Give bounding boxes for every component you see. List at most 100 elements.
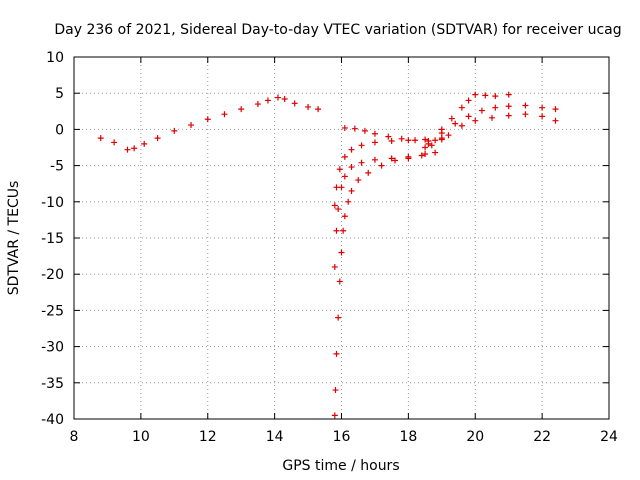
data-point-dip-curve-a bbox=[341, 213, 348, 220]
data-point-morning-arc bbox=[281, 95, 288, 102]
x-tick-label: 12 bbox=[199, 429, 217, 445]
chart-title: Day 236 of 2021, Sidereal Day-to-day VTE… bbox=[54, 22, 621, 38]
y-tick-label: 0 bbox=[55, 122, 64, 138]
data-point-morning-arc bbox=[154, 135, 161, 142]
data-point-dip-curve-b bbox=[371, 156, 378, 163]
data-point-evening-middle bbox=[438, 130, 445, 137]
data-point-afternoon-flat bbox=[385, 133, 392, 140]
data-point-dip-curve-b bbox=[422, 151, 429, 158]
data-point-dip-curve-b bbox=[333, 227, 340, 234]
data-point-dip-curve-c bbox=[341, 153, 348, 160]
data-point-evening-lower bbox=[522, 111, 529, 118]
data-point-dip-curve-b bbox=[341, 173, 348, 180]
y-tick-label: 5 bbox=[55, 86, 64, 102]
data-point-evening-lower bbox=[445, 132, 452, 139]
data-point-dip-curve-a bbox=[332, 387, 339, 394]
data-point-dip-curve-a bbox=[338, 249, 345, 256]
data-point-dip-curve-b bbox=[388, 155, 395, 162]
data-point-evening-upper bbox=[482, 92, 489, 99]
data-point-dip-curve-c bbox=[388, 137, 395, 144]
data-point-dip-curve-a bbox=[340, 227, 347, 234]
data-point-evening-lower bbox=[539, 113, 546, 120]
data-point-evening-lower bbox=[552, 117, 559, 124]
data-point-evening-upper bbox=[465, 97, 472, 104]
data-point-dip-curve-a bbox=[355, 177, 362, 184]
data-point-evening-upper bbox=[422, 144, 429, 151]
x-tick-label: 10 bbox=[132, 429, 150, 445]
data-point-dip-curve-a bbox=[432, 149, 439, 156]
grid-lines bbox=[74, 57, 609, 419]
data-point-afternoon-flat bbox=[398, 135, 405, 142]
data-point-evening-middle bbox=[478, 107, 485, 114]
data-point-evening-middle bbox=[522, 102, 529, 109]
data-point-evening-middle bbox=[552, 106, 559, 113]
data-point-morning-arc bbox=[291, 100, 298, 107]
data-point-dip-curve-c bbox=[336, 166, 343, 173]
data-point-dip-curve-a bbox=[418, 152, 425, 159]
data-point-morning-arc bbox=[221, 111, 228, 118]
data-point-morning-arc bbox=[305, 103, 312, 110]
y-tick-label: -10 bbox=[41, 195, 64, 211]
data-point-dip-curve-b bbox=[331, 263, 338, 270]
data-point-evening-middle bbox=[492, 104, 499, 111]
data-point-morning-arc bbox=[124, 146, 131, 153]
plot-frame bbox=[73, 56, 610, 420]
data-point-afternoon-flat bbox=[412, 137, 419, 144]
data-point-evening-middle bbox=[465, 113, 472, 120]
data-point-dip-curve-b bbox=[335, 206, 342, 213]
data-point-dip-curve-a bbox=[392, 157, 398, 164]
y-tick-label: -40 bbox=[41, 412, 64, 428]
data-point-morning-arc bbox=[274, 94, 281, 101]
data-point-evening-lower bbox=[428, 142, 435, 149]
axes: 8 10 12 14 16 18 20 22 24 10 5 0 -5 -10 -15 -20 -25 -30 -3… bbox=[41, 50, 618, 445]
data-point-evening-middle bbox=[505, 103, 512, 110]
data-point-evening-upper bbox=[432, 137, 439, 144]
data-point-evening-upper bbox=[492, 93, 499, 100]
data-point-morning-arc bbox=[238, 106, 245, 113]
x-tick-label: 8 bbox=[70, 429, 79, 445]
data-point-dip-curve-a bbox=[348, 187, 355, 194]
data-point-dip-curve-a bbox=[335, 314, 342, 321]
y-tick-label: 10 bbox=[46, 50, 64, 66]
data-point-dip-curve-b bbox=[338, 184, 345, 191]
data-point-evening-middle bbox=[452, 120, 459, 127]
data-point-morning-arc bbox=[254, 101, 261, 108]
data-point-afternoon-flat bbox=[371, 130, 378, 137]
x-tick-label: 22 bbox=[533, 429, 551, 445]
data-point-evening-upper bbox=[505, 91, 512, 98]
data-point-evening-lower bbox=[488, 114, 495, 121]
y-tick-label: -30 bbox=[41, 340, 64, 356]
data-point-morning-arc bbox=[171, 127, 178, 134]
y-tick-label: -25 bbox=[41, 303, 64, 319]
data-point-evening-lower bbox=[505, 112, 512, 119]
data-point-morning-arc bbox=[141, 140, 148, 147]
data-point-dip-curve-c bbox=[358, 142, 365, 149]
data-point-morning-arc bbox=[264, 97, 271, 104]
x-axis-label: GPS time / hours bbox=[282, 458, 399, 474]
y-tick-label: -15 bbox=[41, 231, 64, 247]
y-axis-label: SDTVAR / TECUs bbox=[6, 181, 22, 296]
data-point-morning-arc bbox=[315, 106, 322, 113]
data-point-evening-lower bbox=[472, 117, 479, 124]
data-point-dip-curve-a bbox=[378, 162, 385, 169]
x-tick-label: 20 bbox=[466, 429, 484, 445]
data-point-afternoon-flat bbox=[351, 125, 358, 132]
data-point-evening-middle bbox=[539, 104, 546, 111]
data-point-evening-lower bbox=[458, 122, 465, 129]
x-tick-label: 18 bbox=[399, 429, 417, 445]
data-point-morning-arc bbox=[131, 145, 138, 152]
y-tick-label: -35 bbox=[41, 376, 64, 392]
x-tick-label: 14 bbox=[266, 429, 284, 445]
data-point-morning-arc bbox=[204, 116, 211, 123]
data-point-dip-curve-a bbox=[333, 350, 340, 357]
y-tick-label: -5 bbox=[50, 159, 64, 175]
y-tick-label: -20 bbox=[41, 267, 64, 283]
data-point-morning-arc bbox=[111, 139, 118, 146]
data-point-afternoon-flat bbox=[341, 124, 348, 131]
data-point-evening-upper bbox=[472, 91, 479, 98]
x-tick-label: 16 bbox=[333, 429, 351, 445]
data-point-dip-curve-a bbox=[345, 198, 352, 205]
data-point-dip-curve-c bbox=[422, 136, 429, 143]
data-point-dip-curve-c bbox=[371, 139, 378, 146]
data-point-morning-arc bbox=[188, 122, 195, 129]
